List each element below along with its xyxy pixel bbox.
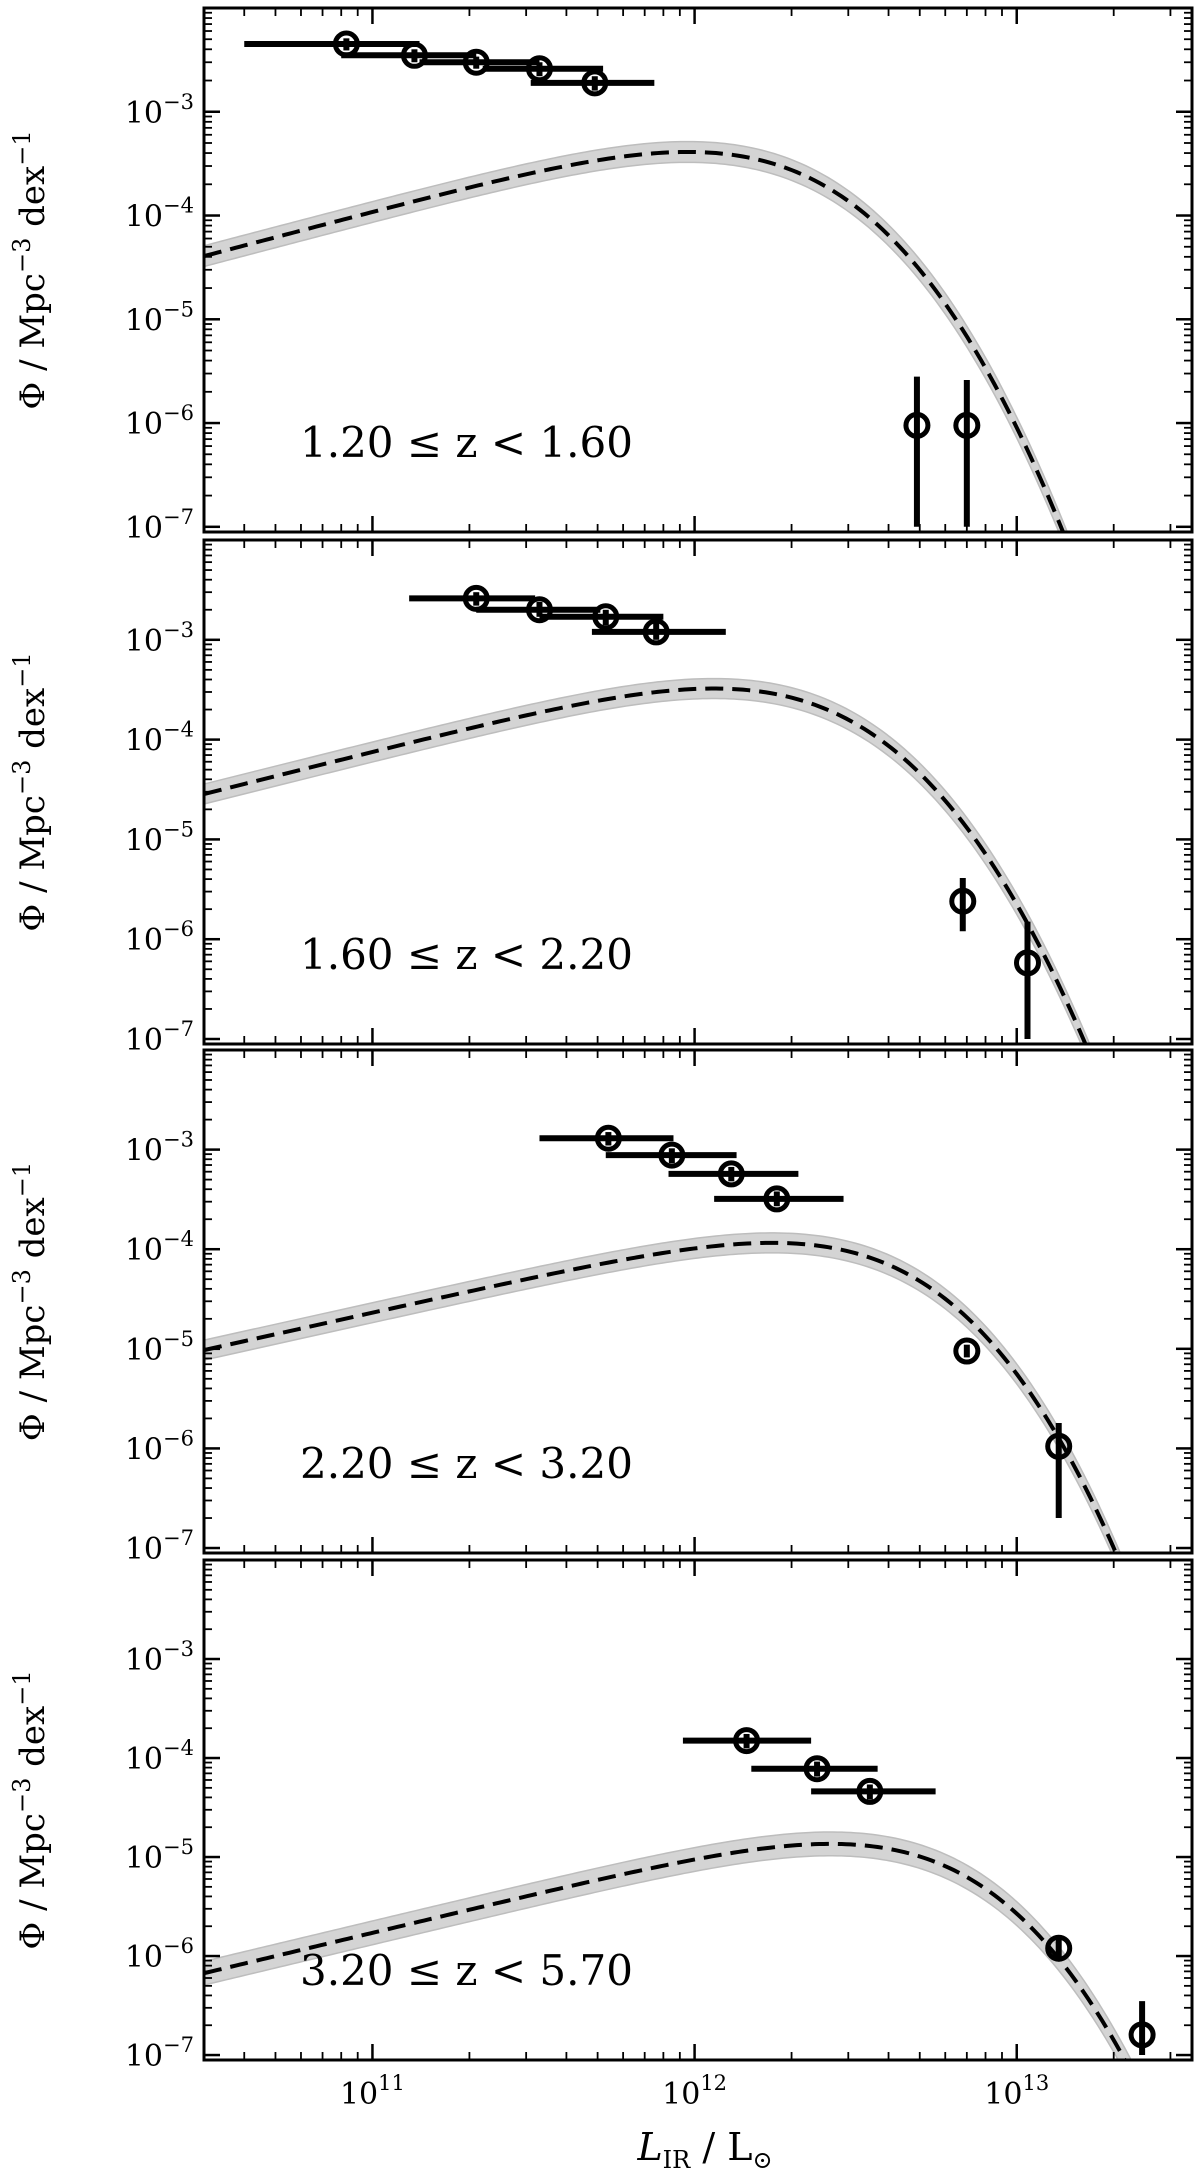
data-marker xyxy=(1045,1432,1073,1460)
y-axis-label: Φ / Mpc−3 dex−1 xyxy=(8,1670,53,1949)
data-point xyxy=(953,1337,981,1365)
data-marker xyxy=(856,1777,884,1805)
data-point xyxy=(949,878,977,932)
x-tick-label: 1012 xyxy=(662,2071,727,2112)
data-point xyxy=(811,1777,936,1805)
data-point xyxy=(1013,921,1041,1040)
fit-uncertainty-band xyxy=(204,1831,1133,2060)
data-point xyxy=(605,1141,737,1169)
data-point xyxy=(539,1124,674,1152)
y-tick-label: 10−5 xyxy=(125,297,194,338)
data-point xyxy=(668,1160,799,1188)
fit-uncertainty-band xyxy=(204,677,1091,1044)
fit-curve xyxy=(204,1240,1119,1553)
data-marker xyxy=(400,41,428,69)
y-tick-label: 10−4 xyxy=(125,1227,194,1268)
data-point xyxy=(953,379,981,527)
y-tick-label: 10−5 xyxy=(125,817,194,858)
y-tick-label: 10−7 xyxy=(125,505,194,546)
redshift-range-label: 3.20 ≤ z < 5.70 xyxy=(300,1946,633,1995)
y-tick-label: 10−6 xyxy=(125,1934,194,1975)
x-tick-label: 1013 xyxy=(984,2071,1049,2112)
data-marker xyxy=(642,618,670,646)
data-marker xyxy=(592,603,620,631)
x-axis-label: LIR / L⊙ xyxy=(636,2125,772,2174)
data-point xyxy=(1045,1934,1073,1962)
x-tick-label: 1011 xyxy=(340,2071,405,2112)
data-point xyxy=(409,584,536,612)
data-marker xyxy=(581,69,609,97)
data-point xyxy=(751,1755,878,1783)
data-point xyxy=(903,376,931,527)
y-tick-label: 10−4 xyxy=(125,1736,194,1777)
data-point xyxy=(482,55,604,83)
y-tick-label: 10−4 xyxy=(125,718,194,759)
data-point xyxy=(419,48,540,76)
panel-4: 10−7 10−6 10−5 10−4 10−3 Φ / Mpc−3 dex−1 3.20 … xyxy=(8,1558,1194,2074)
y-tick-label: 10−7 xyxy=(125,1526,194,1567)
fit-uncertainty-band xyxy=(204,140,1069,532)
y-tick-label: 10−5 xyxy=(125,1327,194,1368)
data-marker xyxy=(949,887,977,915)
data-point xyxy=(1128,2001,1156,2056)
fit-curve xyxy=(204,149,1066,532)
data-point xyxy=(1045,1422,1073,1519)
y-tick-label: 10−7 xyxy=(125,2033,194,2074)
y-tick-label: 10−6 xyxy=(125,1426,194,1467)
panel-2: 10−7 10−6 10−5 10−4 10−3 Φ / Mpc−3 dex−1 1.60 … xyxy=(8,538,1194,1058)
data-marker xyxy=(717,1160,745,1188)
data-point xyxy=(591,618,726,646)
data-marker xyxy=(525,596,553,624)
data-marker xyxy=(1128,2021,1156,2049)
y-tick-label: 10−3 xyxy=(125,1128,194,1169)
y-tick-label: 10−3 xyxy=(125,1637,194,1678)
data-marker xyxy=(953,1337,981,1365)
y-axis-label: Φ / Mpc−3 dex−1 xyxy=(8,1162,53,1441)
data-marker xyxy=(1045,1934,1073,1962)
y-tick-label: 10−3 xyxy=(125,618,194,659)
y-axis-label: Φ / Mpc−3 dex−1 xyxy=(8,652,53,931)
data-marker xyxy=(1013,949,1041,977)
y-tick-label: 10−5 xyxy=(125,1835,194,1876)
y-tick-label: 10−4 xyxy=(125,194,194,235)
y-tick-label: 10−6 xyxy=(125,401,194,442)
data-point xyxy=(244,30,420,58)
data-marker xyxy=(658,1141,686,1169)
redshift-range-label: 2.20 ≤ z < 3.20 xyxy=(300,1439,633,1488)
y-tick-label: 10−6 xyxy=(125,917,194,958)
panel-1: 10−7 10−6 10−5 10−4 10−3 Φ / Mpc−3 dex−1 1.20 … xyxy=(8,6,1194,546)
panel-3: 10−7 10−6 10−5 10−4 10−3 Φ / Mpc−3 dex−1 2.20 … xyxy=(8,1048,1194,1567)
data-point xyxy=(530,69,655,97)
data-point xyxy=(341,41,477,69)
data-marker xyxy=(462,48,490,76)
data-marker xyxy=(953,411,981,439)
redshift-range-label: 1.20 ≤ z < 1.60 xyxy=(300,418,633,467)
y-axis-label: Φ / Mpc−3 dex−1 xyxy=(8,130,53,409)
data-marker xyxy=(525,55,553,83)
data-marker xyxy=(763,1185,791,1213)
data-point xyxy=(682,1727,812,1755)
fit-uncertainty-band xyxy=(204,1232,1122,1553)
data-point xyxy=(714,1185,844,1213)
data-marker xyxy=(903,411,931,439)
y-tick-label: 10−3 xyxy=(125,90,194,131)
data-point xyxy=(539,603,664,631)
data-marker xyxy=(733,1727,761,1755)
y-tick-label: 10−7 xyxy=(125,1017,194,1058)
redshift-range-label: 1.60 ≤ z < 2.20 xyxy=(300,930,633,979)
fit-curve xyxy=(204,1841,1128,2060)
data-marker xyxy=(803,1755,831,1783)
data-marker xyxy=(594,1124,622,1152)
